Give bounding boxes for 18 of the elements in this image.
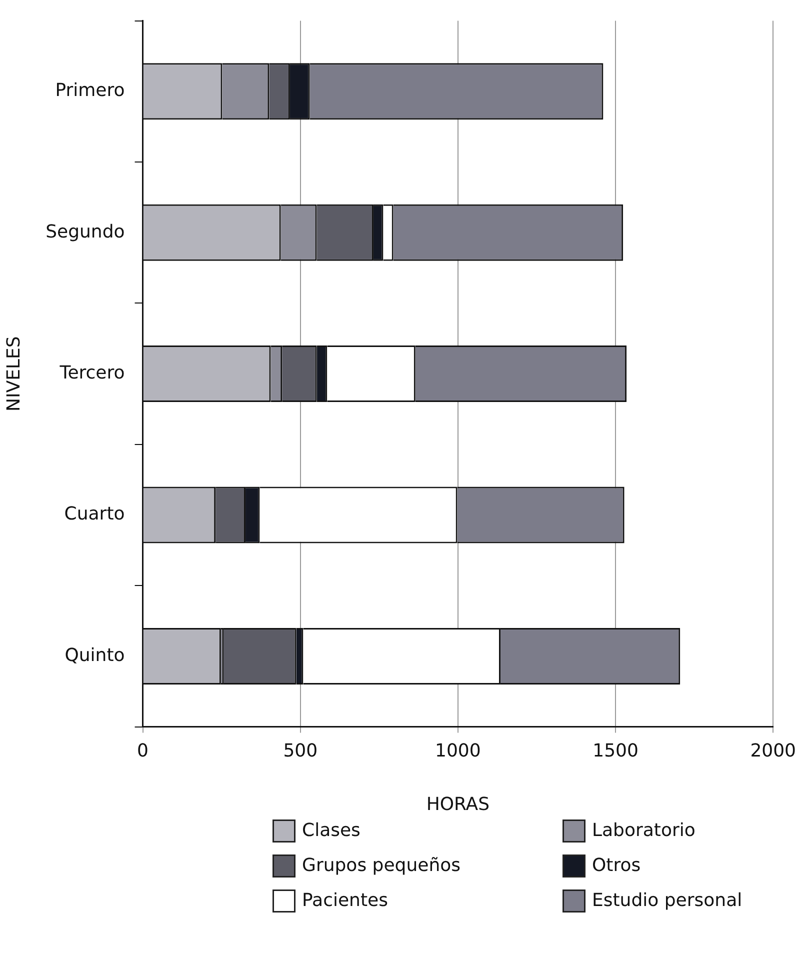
y-tick-label: Quinto: [64, 644, 125, 666]
y-tick-label: Tercero: [58, 362, 125, 384]
legend-label: Pacientes: [302, 890, 388, 911]
y-tick-label: Cuarto: [64, 504, 125, 525]
legend-label: Grupos pequeños: [302, 855, 461, 876]
x-tick-label: 1000: [435, 740, 481, 762]
y-axis-title: NIVELES: [3, 336, 24, 412]
x-axis-title: HORAS: [426, 794, 490, 815]
legend-label: Clases: [302, 820, 360, 841]
legend-label: Laboratorio: [592, 820, 696, 841]
x-tick-label: 1500: [592, 740, 638, 762]
legend-label: Otros: [592, 855, 641, 876]
y-tick-label: Segundo: [46, 221, 125, 242]
x-tick-label: 0: [137, 740, 149, 762]
y-tick-label: Primero: [55, 80, 125, 102]
x-tick-label: 2000: [750, 740, 796, 762]
legend-label: Estudio personal: [592, 890, 742, 911]
x-tick-label: 500: [283, 740, 318, 762]
